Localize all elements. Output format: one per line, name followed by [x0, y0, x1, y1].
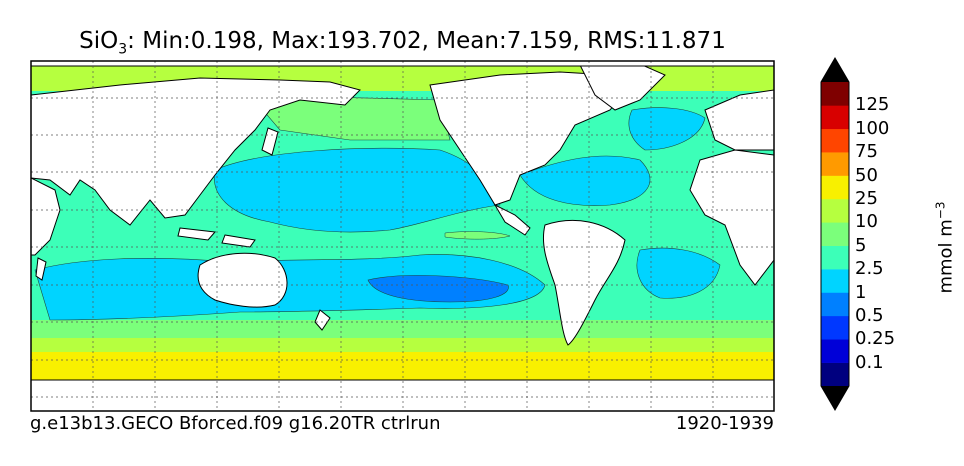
- land-central-america: [493, 203, 531, 236]
- south-atlantic-gyre: [636, 247, 721, 299]
- north-atlantic-subpolar: [628, 107, 706, 151]
- land-eurasia: [31, 77, 361, 226]
- ocean-southern-band-3: [31, 352, 774, 382]
- land-madagascar: [35, 257, 47, 281]
- colorbar-tick-label: 10: [855, 211, 878, 233]
- period-label: 1920-1939: [675, 413, 774, 434]
- land-indonesia: [177, 227, 217, 241]
- colorbar-band: [821, 128, 849, 153]
- colorbar-band: [821, 175, 849, 200]
- figure-title: SiO3: Min:0.198, Max:193.702, Mean:7.159…: [30, 28, 775, 58]
- colorbar-unit-exponent: −3: [933, 201, 948, 220]
- north-pacific-subpolar: [249, 94, 451, 141]
- colorbar-tick-label: 1: [855, 281, 867, 303]
- colorbar-tick-label: 0.1: [855, 351, 884, 373]
- ocean-southern-band-1: [31, 320, 774, 340]
- colorbar-extend-min: [821, 386, 849, 410]
- land-australia: [197, 252, 288, 308]
- colorbar-tick-label: 5: [855, 234, 867, 256]
- colorbar-band: [821, 339, 849, 363]
- colorbar-band: [821, 222, 849, 246]
- colorbar-band: [821, 269, 849, 293]
- north-pacific-gyre: [213, 147, 501, 233]
- land: [31, 61, 774, 411]
- land-africa-west-edge: [31, 177, 61, 256]
- run-name-label: g.e13b13.GECO Bforced.f09 g16.20TR ctrlr…: [30, 413, 441, 434]
- colorbar-tick-label: 75: [855, 141, 878, 163]
- colorbar-band: [821, 198, 849, 223]
- colorbar-band: [821, 105, 849, 130]
- colorbar-tick-label: 25: [855, 187, 878, 209]
- colorbar-unit-main: mmol m: [935, 219, 957, 294]
- equatorial-stripe: [444, 231, 511, 240]
- land-antarctica: [31, 379, 774, 411]
- north-atlantic-gyre: [519, 155, 651, 206]
- title-species-subscript: 3: [118, 41, 128, 58]
- colorbar: [820, 57, 850, 411]
- land-japan: [261, 127, 279, 156]
- land-south-america: [542, 219, 626, 346]
- colorbar-tick-label: 0.5: [855, 304, 884, 326]
- colorbar-extend-max: [821, 58, 849, 82]
- colorbar-band: [821, 315, 849, 340]
- colorbar-band: [821, 245, 849, 270]
- colorbar-unit-label: mmol m−3: [934, 188, 957, 308]
- colorbar-outline: [820, 57, 850, 411]
- land-new-guinea: [221, 234, 256, 248]
- map-frame: [30, 60, 775, 412]
- colorbar-tick-label: 100: [855, 117, 890, 139]
- colorbar-tick-label: 2.5: [855, 258, 884, 280]
- colorbar-tick-label: 50: [855, 164, 878, 186]
- colorbar-band: [821, 362, 849, 387]
- title-stats: : Min:0.198, Max:193.702, Mean:7.159, RM…: [127, 28, 726, 54]
- land-africa: [689, 149, 774, 286]
- colorbar-band: [821, 292, 849, 317]
- colorbar-band: [821, 152, 849, 176]
- land-new-zealand: [314, 309, 331, 331]
- title-species: SiO: [79, 28, 119, 54]
- map-plot: [31, 61, 774, 411]
- map-gridlines: [31, 61, 774, 411]
- colorbar-tick-label: 0.25: [855, 328, 896, 350]
- colorbar-band: [821, 82, 849, 106]
- colorbar-tick-label: 125: [855, 94, 890, 116]
